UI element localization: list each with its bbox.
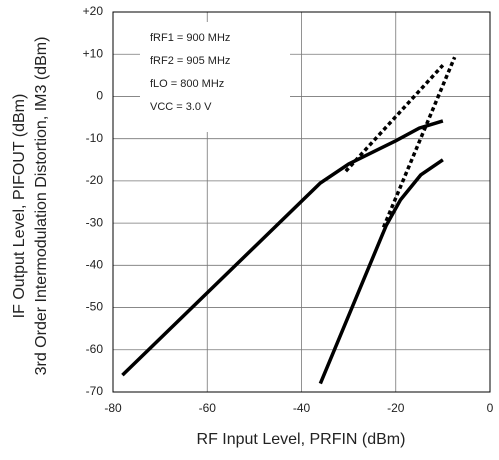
series-line [381, 56, 457, 229]
x-tick-label: -60 [199, 401, 217, 415]
y-tick-label: -70 [86, 384, 104, 398]
y-tick-label: -10 [86, 131, 104, 145]
y-label-2-group: 3rd Order Intermodulation Distortion, IM… [33, 37, 50, 376]
plot-frame [112, 11, 491, 393]
annotation-box [140, 22, 290, 132]
annotation: VCC = 3.0 V [150, 101, 212, 113]
y-axis-label: 3rd Order Intermodulation Distortion, IM… [33, 37, 50, 376]
y-axis-label: IF Output Level, PIFOUT (dBm) [11, 94, 28, 319]
y-tick-label: -30 [86, 215, 104, 229]
annotation: fRF2 = 905 MHz [150, 55, 230, 67]
x-tick-label: -80 [104, 401, 122, 415]
series-line [318, 158, 444, 385]
x-tick-label: 0 [487, 401, 494, 415]
x-axis-label: RF Input Level, PRFIN (dBm) [197, 431, 406, 448]
y-tick-label: +20 [83, 4, 104, 18]
x-tick-label: -20 [387, 401, 405, 415]
y-tick-label: -40 [86, 258, 104, 272]
y-tick-label: -60 [86, 342, 104, 356]
y-label-1-group: IF Output Level, PIFOUT (dBm) [11, 94, 28, 319]
y-tick-label: 0 [96, 89, 103, 103]
y-tick-label: -50 [86, 300, 104, 314]
x-tick-label: -40 [293, 401, 311, 415]
y-tick-label: +10 [83, 46, 104, 60]
series-line [121, 119, 444, 377]
y-tick-label: -20 [86, 173, 104, 187]
annotation: fRF1 = 900 MHz [150, 32, 230, 44]
annotation: fLO = 800 MHz [150, 78, 224, 90]
series-line [344, 64, 445, 173]
